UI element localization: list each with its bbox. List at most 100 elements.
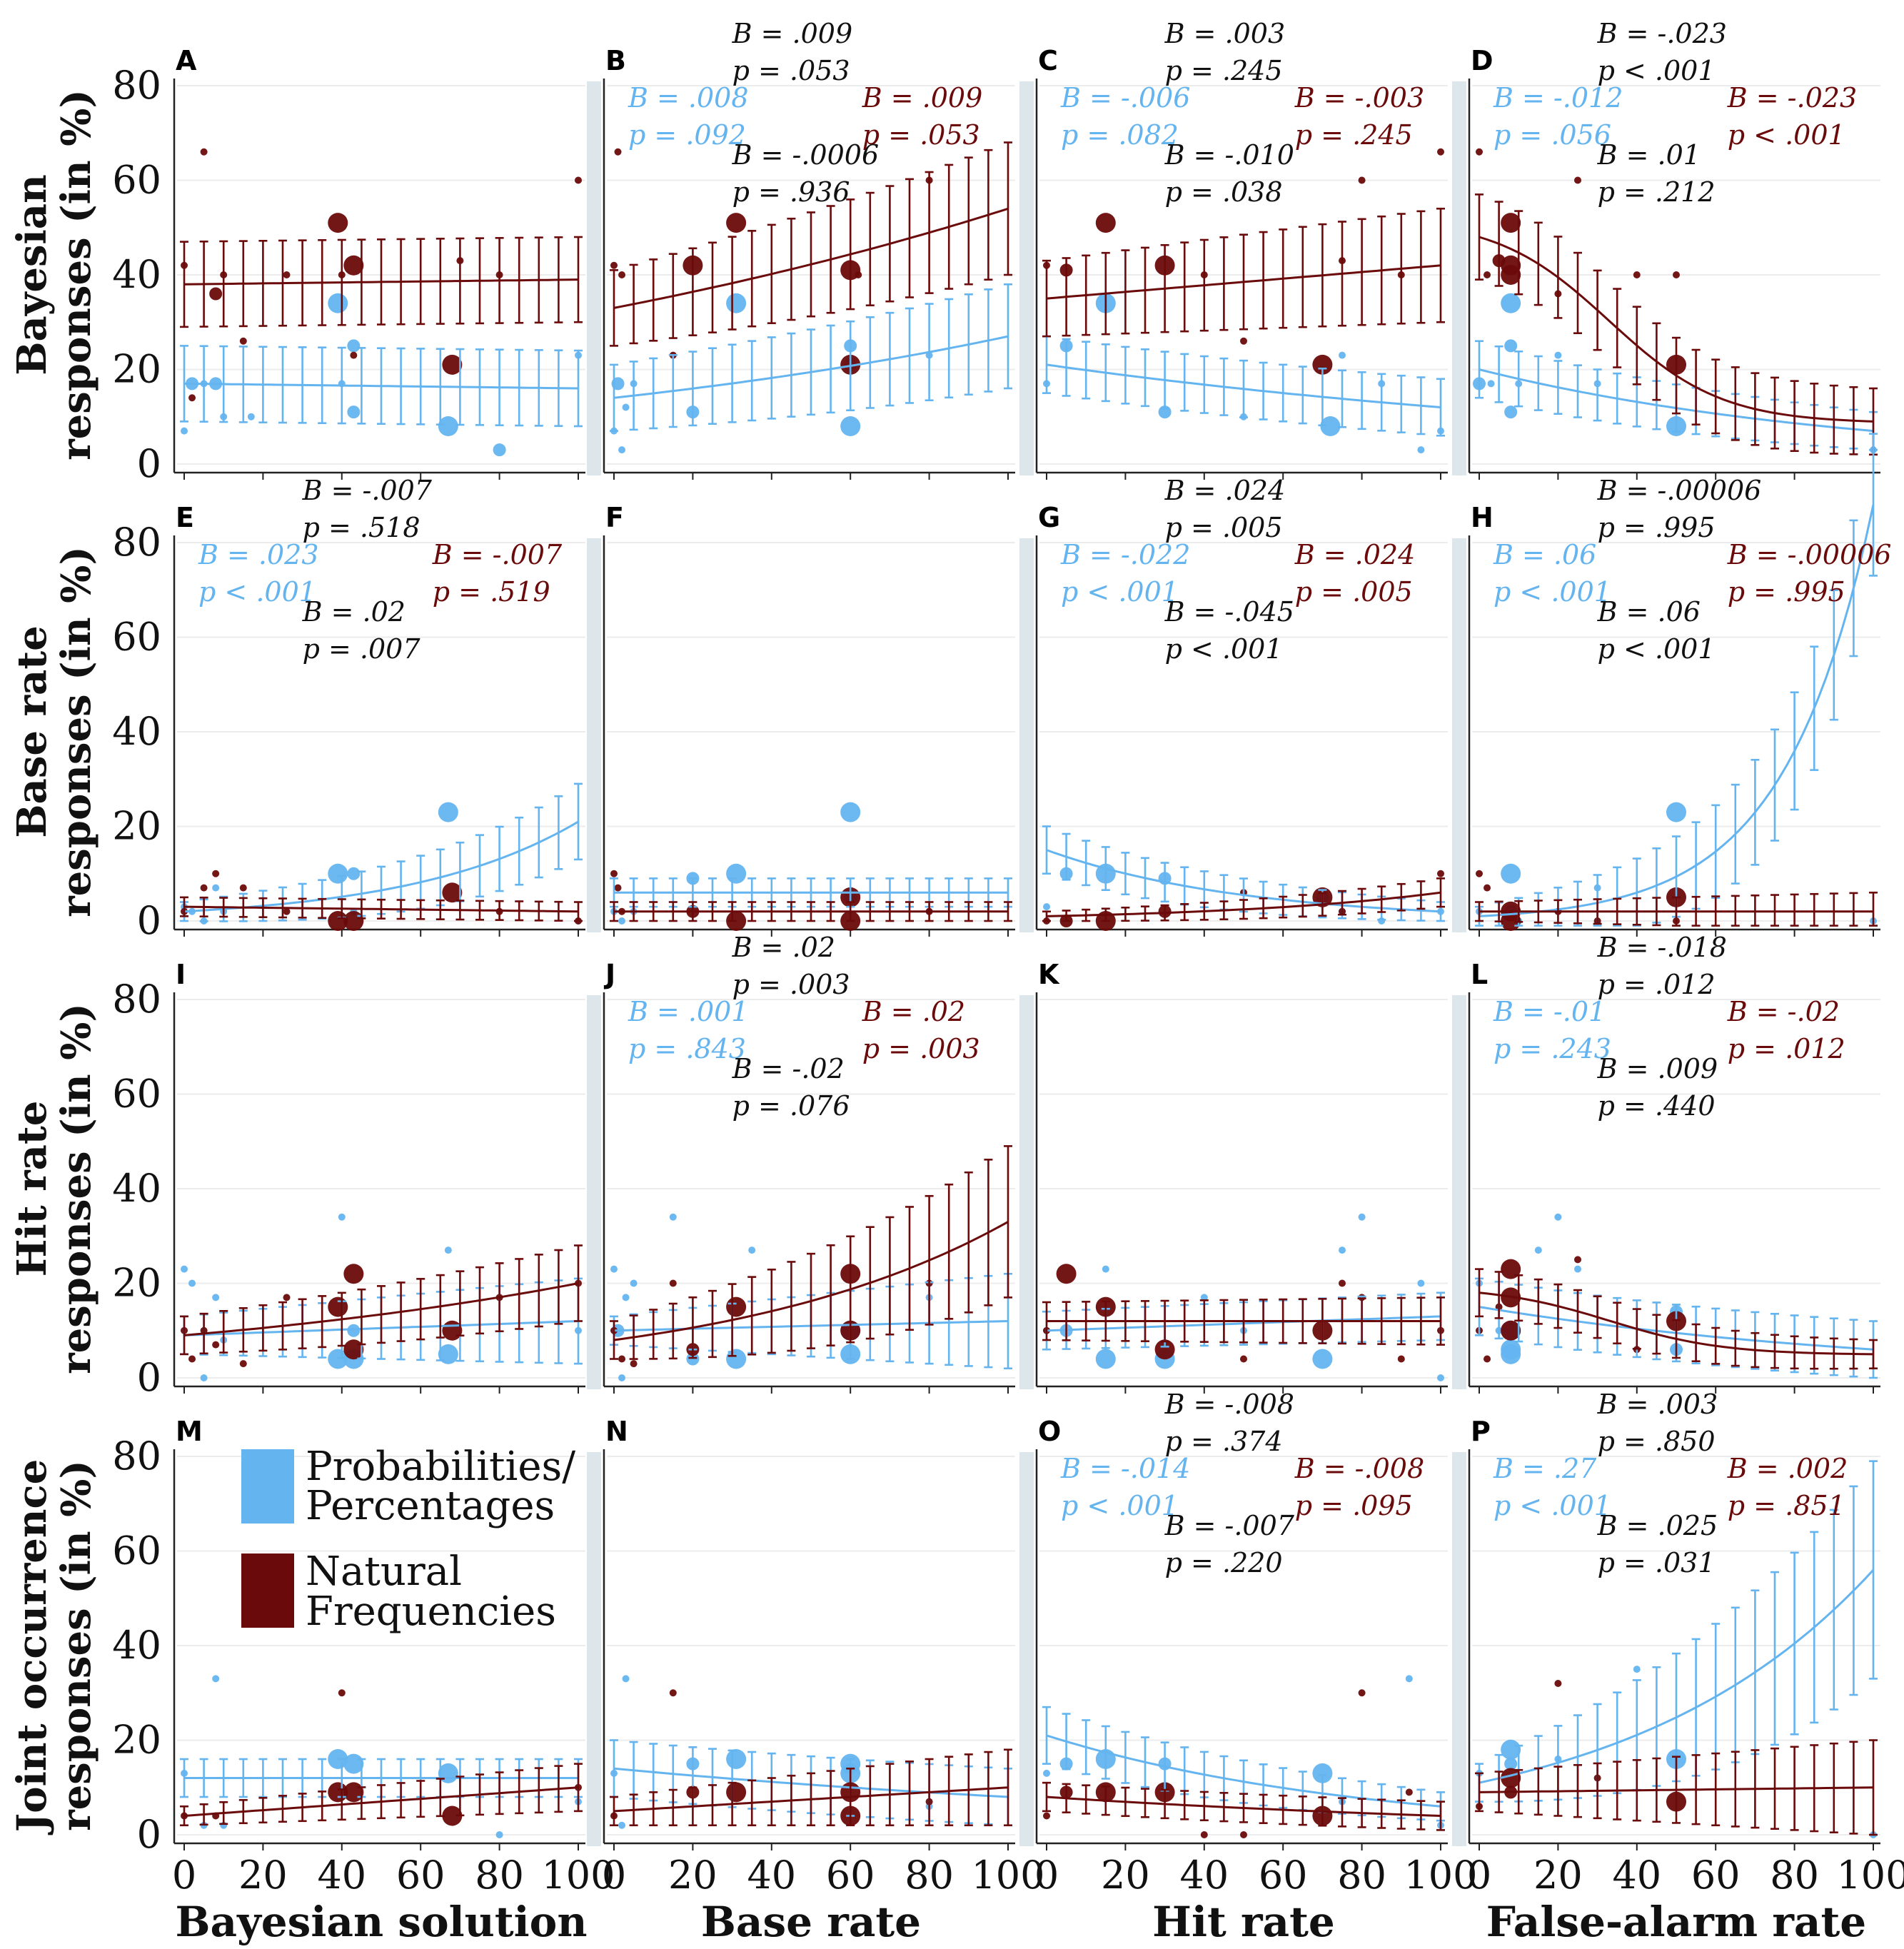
x-tick-label: 20	[1533, 1853, 1583, 1898]
panel-label: I	[176, 959, 186, 990]
point-probabilities	[495, 1831, 503, 1838]
stat-natural-frequencies-b: B = -.023	[1727, 82, 1857, 114]
panel-A: A	[173, 45, 585, 480]
stat-probabilities-p: p = .082	[1061, 119, 1179, 151]
point-probabilities	[1200, 1294, 1208, 1301]
point-natural-frequencies	[338, 1689, 346, 1697]
stat-overall-mid-b: B = .02	[302, 596, 406, 628]
stat-probabilities-b: B = -.006	[1060, 82, 1190, 114]
stat-probabilities-p: p < .001	[198, 576, 316, 608]
legend-label-probabilities: Probabilities/	[306, 1444, 575, 1490]
point-natural-frequencies	[328, 1296, 348, 1317]
x-tick-label: 40	[747, 1853, 796, 1898]
point-natural-frequencies	[1476, 870, 1483, 877]
panel-label: H	[1471, 502, 1494, 533]
stat-overall-top-p: p = .003	[732, 969, 850, 1000]
point-natural-frequencies	[669, 1689, 677, 1697]
point-natural-frequencies	[1673, 271, 1680, 278]
point-natural-frequencies	[283, 271, 291, 278]
point-probabilities	[1417, 1279, 1425, 1287]
point-probabilities	[618, 917, 626, 925]
panel-strip	[1452, 995, 1466, 1389]
point-probabilities	[1534, 1247, 1542, 1254]
x-tick-label: 60	[1259, 1853, 1308, 1898]
panel-label: B	[605, 45, 626, 76]
point-natural-frequencies	[200, 148, 208, 156]
stat-overall-top-b: B = .02	[732, 932, 835, 963]
point-natural-frequencies	[726, 213, 747, 233]
panel-label: J	[603, 959, 615, 990]
point-natural-frequencies	[614, 884, 622, 892]
x-tick-label: 60	[1691, 1853, 1741, 1898]
point-natural-frequencies	[1554, 1680, 1562, 1687]
stat-overall-top-b: B = -.018	[1597, 932, 1727, 963]
point-probabilities	[1574, 1265, 1581, 1273]
point-probabilities	[1554, 351, 1562, 359]
stat-probabilities-b: B = .06	[1493, 539, 1596, 570]
point-probabilities	[840, 802, 861, 822]
point-probabilities	[247, 413, 255, 420]
stat-probabilities-b: B = -.012	[1493, 82, 1623, 114]
point-natural-frequencies	[726, 1782, 747, 1803]
stat-overall-top-b: B = -.00006	[1597, 475, 1762, 506]
x-tick-label: 80	[1770, 1853, 1819, 1898]
stat-probabilities-b: B = -.014	[1060, 1453, 1190, 1484]
stat-natural-frequencies-p: p < .001	[1728, 119, 1845, 151]
panel-label: A	[176, 45, 197, 76]
point-natural-frequencies	[1484, 884, 1491, 892]
y-tick-label: 20	[112, 347, 161, 392]
point-probabilities	[347, 406, 361, 419]
panel-P: PB = .27 p < .001 B = .002 p = .851 B = .003…	[1452, 1389, 1880, 1850]
point-probabilities	[1417, 446, 1425, 454]
point-probabilities	[1666, 802, 1686, 822]
stat-natural-frequencies-b: B = .02	[862, 996, 965, 1027]
stat-natural-frequencies-b: B = .002	[1727, 1453, 1848, 1484]
y-tick-label: 0	[137, 1812, 161, 1857]
panel-label: L	[1471, 959, 1488, 990]
stat-natural-frequencies-p: p = .995	[1728, 576, 1845, 608]
point-natural-frequencies	[630, 1360, 638, 1368]
stat-overall-top-p: p = .053	[732, 55, 850, 86]
legend-label-natural-frequencies: Frequencies	[306, 1588, 556, 1635]
point-natural-frequencies	[1095, 213, 1116, 233]
point-probabilities	[438, 1344, 458, 1364]
panel-M: M	[173, 1416, 585, 1850]
panel-I: I	[173, 959, 585, 1394]
point-probabilities	[1102, 1265, 1109, 1273]
stat-natural-frequencies-p: p = .012	[1728, 1033, 1845, 1064]
point-natural-frequencies	[726, 1296, 747, 1317]
point-natural-frequencies	[610, 870, 618, 877]
point-natural-frequencies	[343, 1264, 364, 1284]
point-natural-frequencies	[1358, 1689, 1366, 1697]
stat-overall-mid-p: p = .440	[1598, 1090, 1716, 1122]
point-probabilities	[1043, 903, 1050, 911]
point-probabilities	[1504, 339, 1518, 353]
point-probabilities	[618, 1374, 626, 1381]
point-probabilities	[1501, 293, 1521, 313]
stat-overall-mid-b: B = -.02	[732, 1053, 845, 1084]
panel-label: D	[1471, 45, 1494, 76]
point-probabilities	[1405, 1675, 1413, 1683]
row-label-line1: Hit rate	[9, 1101, 56, 1277]
point-natural-frequencies	[1501, 1768, 1521, 1788]
y-tick-label: 20	[112, 804, 161, 849]
stat-overall-mid-b: B = .06	[1597, 596, 1701, 628]
point-natural-frequencies	[283, 1294, 291, 1301]
stat-natural-frequencies-b: B = -.003	[1294, 82, 1424, 114]
point-natural-frequencies	[1437, 870, 1444, 877]
stat-probabilities-p: p = .092	[628, 119, 746, 151]
stat-natural-frequencies-p: p = .519	[433, 576, 550, 608]
point-probabilities	[1504, 1757, 1518, 1771]
point-probabilities	[212, 1675, 220, 1683]
x-tick-label: 0	[172, 1853, 196, 1898]
point-natural-frequencies	[1056, 1264, 1077, 1284]
point-natural-frequencies	[1484, 271, 1491, 278]
stat-probabilities-b: B = .023	[198, 539, 319, 570]
point-natural-frequencies	[1633, 271, 1641, 278]
point-probabilities	[748, 1247, 756, 1254]
stat-overall-top-p: p = .245	[1165, 55, 1283, 86]
stat-overall-mid-p: p < .001	[1165, 633, 1283, 665]
stat-overall-top-p: p = .995	[1598, 512, 1716, 543]
column-label: Base rate	[701, 1898, 921, 1946]
